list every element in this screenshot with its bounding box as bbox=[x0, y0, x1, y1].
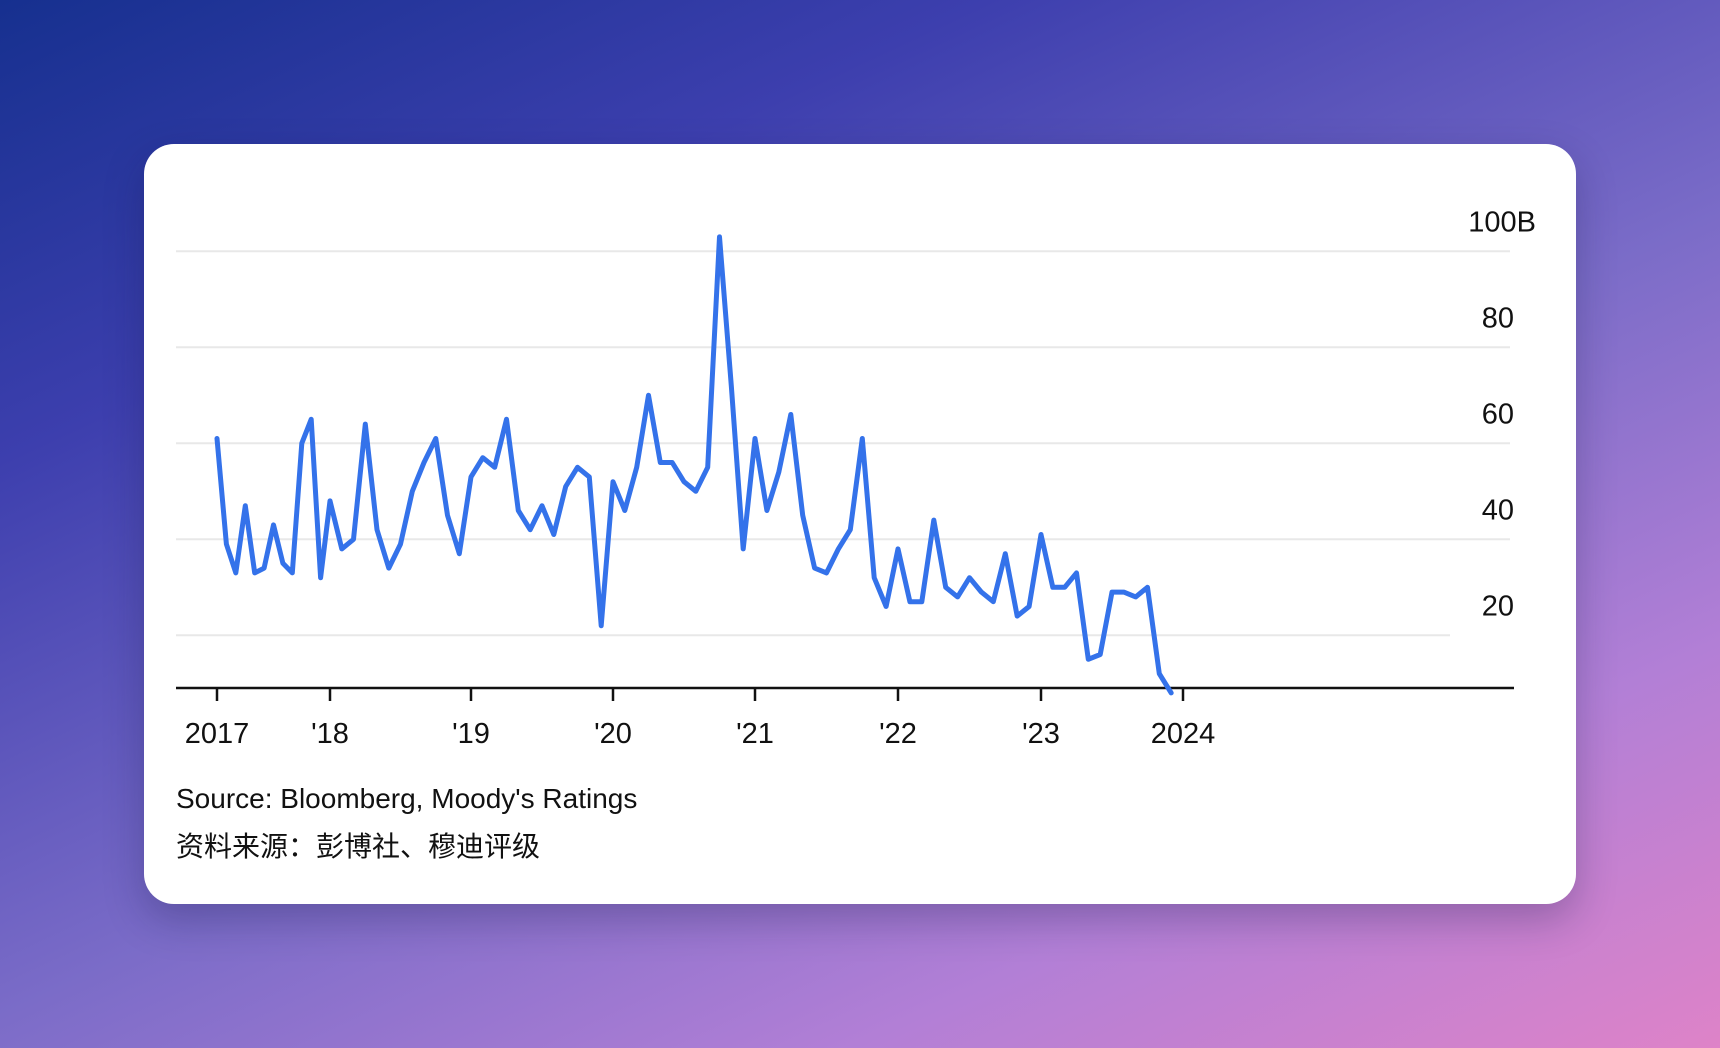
y-tick-label: 20 bbox=[1482, 590, 1514, 622]
x-tick-label: '23 bbox=[1022, 718, 1060, 750]
x-tick-label: 2017 bbox=[185, 718, 250, 750]
x-tick-label: '19 bbox=[452, 718, 490, 750]
y-tick-label: 100B bbox=[1468, 206, 1536, 238]
y-tick-label: 80 bbox=[1482, 302, 1514, 334]
x-tick-label: '18 bbox=[311, 718, 349, 750]
line-chart: 100B 80 60 40 20 2017 '18 '19 '20 '21 '22 '23 2024 bbox=[176, 206, 1536, 750]
y-tick-label: 40 bbox=[1482, 494, 1514, 526]
source-note: Source: Bloomberg, Moody's Ratings bbox=[176, 783, 638, 814]
source-note-chinese: 资料来源：彭博社、穆迪评级 bbox=[176, 830, 541, 863]
chart-card: 100B 80 60 40 20 2017'18'19'20'21'22'23 2024 … bbox=[144, 144, 1576, 904]
y-tick-label: 60 bbox=[1482, 398, 1514, 430]
x-tick-label: '21 bbox=[736, 718, 774, 750]
series-line bbox=[214, 234, 1174, 696]
x-tick-label: '22 bbox=[879, 718, 917, 750]
x-tick-label: '20 bbox=[594, 718, 632, 750]
x-tick-label: 2024 bbox=[1151, 718, 1216, 750]
chart-footer: Source: Bloomberg, Moody's Ratings 资料来源：… bbox=[176, 782, 637, 864]
